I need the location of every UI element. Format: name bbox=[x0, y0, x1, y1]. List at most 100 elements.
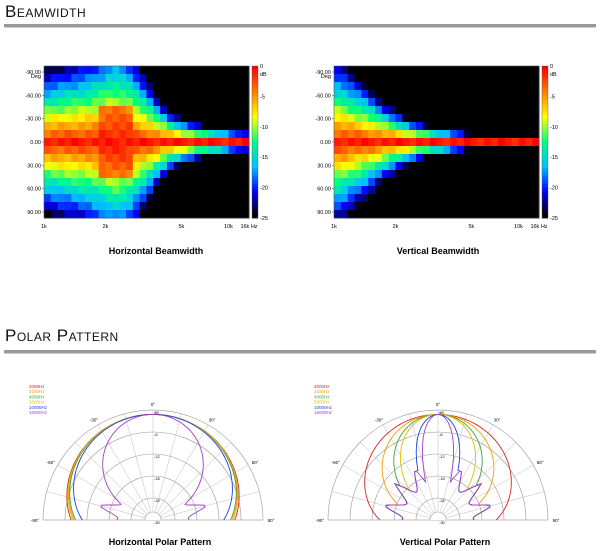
heatmap-cell bbox=[105, 122, 113, 131]
heatmap-cell bbox=[450, 162, 458, 171]
heatmap-cell bbox=[160, 138, 168, 147]
heatmap-cell bbox=[57, 162, 65, 171]
colorbar-frame bbox=[251, 65, 259, 219]
colorbar-segment bbox=[542, 130, 548, 135]
heatmap-cell bbox=[187, 178, 195, 187]
colorbar-segment bbox=[252, 66, 258, 71]
colorbar-segment bbox=[252, 149, 258, 154]
heatmap-cell bbox=[388, 74, 396, 83]
heatmap-cell bbox=[422, 202, 431, 211]
heatmap-cell bbox=[119, 114, 127, 123]
colorbar-segment bbox=[252, 100, 258, 105]
heatmap-cell bbox=[201, 82, 209, 91]
heatmap-cell bbox=[153, 98, 161, 107]
heatmap-cell bbox=[139, 82, 147, 91]
heatmap-cell bbox=[126, 162, 134, 171]
heatmap-cell bbox=[416, 114, 424, 123]
heatmap-cell bbox=[132, 194, 141, 203]
heatmap-cell bbox=[98, 202, 106, 211]
heatmap-cell bbox=[50, 66, 59, 75]
heatmap-cell bbox=[388, 154, 396, 163]
heatmap-cell bbox=[57, 178, 65, 187]
x-tick-label: 2k bbox=[103, 224, 109, 230]
heatmap-cell bbox=[368, 202, 376, 211]
heatmap-cell bbox=[340, 98, 349, 107]
heatmap-cell bbox=[532, 178, 540, 187]
heatmap-cell bbox=[91, 154, 100, 163]
heatmap-cell bbox=[375, 178, 383, 187]
heatmap-cell bbox=[477, 114, 485, 123]
heatmap-cell bbox=[44, 122, 52, 131]
heatmap-cell bbox=[368, 210, 376, 219]
heatmap-cell bbox=[498, 210, 506, 219]
heatmap-cell bbox=[375, 170, 383, 179]
heatmap-cell bbox=[443, 66, 451, 75]
heatmap-cell bbox=[409, 138, 417, 147]
colorbar-segment bbox=[542, 180, 548, 185]
heatmap-cell bbox=[443, 202, 451, 211]
heatmap-cell bbox=[235, 194, 243, 203]
heatmap-cell bbox=[119, 74, 127, 83]
heatmap-cell bbox=[518, 146, 526, 155]
heatmap-cell bbox=[477, 66, 485, 75]
heatmap-cell bbox=[361, 210, 369, 219]
heatmap-cell bbox=[139, 202, 147, 211]
heatmap-cell bbox=[160, 122, 168, 131]
colorbar-segment bbox=[542, 69, 548, 75]
heatmap-cell bbox=[375, 154, 383, 163]
heatmap-cell bbox=[146, 66, 154, 75]
heatmap-cell bbox=[44, 202, 52, 211]
heatmap-cell bbox=[422, 130, 431, 139]
heatmap-cell bbox=[119, 178, 127, 187]
heatmap-cell bbox=[340, 202, 349, 211]
polar-spoke bbox=[124, 413, 154, 521]
heatmap-cell bbox=[112, 202, 120, 211]
heatmap-cell bbox=[491, 138, 499, 147]
heatmap-cell bbox=[119, 66, 127, 75]
heatmap-cell bbox=[173, 122, 182, 131]
heatmap-cell bbox=[208, 82, 216, 91]
heatmap-cell bbox=[57, 138, 65, 147]
heatmap-cell bbox=[180, 74, 188, 83]
heatmap-cell bbox=[477, 82, 485, 91]
heatmap-cell bbox=[463, 194, 472, 203]
beamwidth-divider bbox=[4, 24, 596, 28]
x-tick-label: 16k Hz bbox=[530, 224, 547, 230]
x-tick-label: 1k bbox=[41, 224, 47, 230]
heatmap-cell bbox=[139, 162, 147, 171]
heatmap-cell bbox=[119, 82, 127, 91]
heatmap-cell bbox=[126, 90, 134, 99]
heatmap-cell bbox=[354, 90, 362, 99]
polar-angle-label: 30° bbox=[494, 418, 501, 423]
heatmap-cell bbox=[429, 122, 437, 131]
heatmap-cell bbox=[477, 202, 485, 211]
heatmap-cell bbox=[153, 82, 161, 91]
colorbar-segment bbox=[252, 138, 258, 143]
polar-grid bbox=[327, 409, 549, 521]
colorbar-segment bbox=[252, 187, 258, 192]
heatmap-cell bbox=[221, 178, 229, 187]
heatmap-cell bbox=[173, 74, 182, 83]
heatmap-cell bbox=[78, 114, 86, 123]
heatmap-cell bbox=[402, 146, 410, 155]
heatmap-cell bbox=[78, 98, 86, 107]
heatmap-cell bbox=[44, 186, 52, 195]
heatmap-cell bbox=[354, 146, 362, 155]
heatmap-cell bbox=[361, 138, 369, 147]
heatmap-cell bbox=[194, 154, 202, 163]
heatmap-cell bbox=[50, 106, 59, 115]
heatmap-cell bbox=[71, 90, 79, 99]
polar-grid bbox=[42, 409, 264, 521]
heatmap-cell bbox=[347, 130, 355, 139]
heatmap-cell bbox=[235, 186, 243, 195]
heatmap-cell bbox=[511, 202, 519, 211]
heatmap-cell bbox=[201, 114, 209, 123]
heatmap-cell bbox=[443, 114, 451, 123]
heatmap-cell bbox=[139, 98, 147, 107]
heatmap-cell bbox=[361, 186, 369, 195]
colorbar-segment bbox=[542, 145, 548, 151]
heatmap-cell bbox=[98, 210, 106, 219]
heatmap-cell bbox=[44, 82, 52, 91]
heatmap-cell bbox=[340, 122, 349, 131]
colorbar-segment bbox=[252, 199, 258, 204]
